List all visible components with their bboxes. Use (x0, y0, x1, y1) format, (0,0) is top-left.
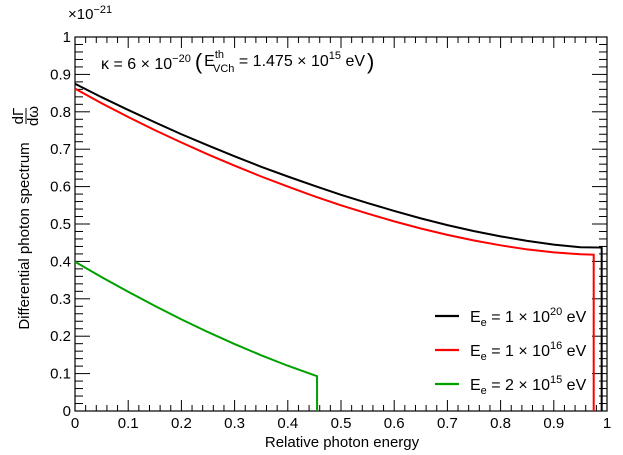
x-tick-label: 0.2 (171, 415, 192, 432)
y-exponent-base: ×10 (68, 6, 93, 23)
y-tick-label: 0.6 (50, 179, 71, 196)
series-line-2 (74, 87, 595, 411)
x-tick-label: 0.4 (277, 415, 298, 432)
y-axis-ticks: 0 0.1 0.2 0.3 0.4 0.5 0.6 0.7 0.8 0.9 1 (50, 29, 607, 420)
x-tick-label: 0.7 (437, 415, 458, 432)
x-tick-label: 0.5 (331, 415, 352, 432)
annot-unit: eV (341, 53, 365, 70)
annot-kappa: κ = 6 × 10 (101, 56, 172, 73)
annot-kappa-exp: −20 (172, 53, 191, 65)
annot-close: ) (367, 49, 374, 74)
y-axis-label-frac-num: dΓ (10, 108, 27, 125)
annotation-kappa: κ = 6 × 10−20 (Eth VCh = 1.475 × 1015 eV) (101, 49, 374, 75)
y-tick-label: 0 (63, 403, 71, 420)
x-tick-label: 0.3 (224, 415, 245, 432)
y-axis-label-frac-den: dω (25, 106, 42, 126)
annot-e: E (204, 53, 215, 70)
y-tick-label: 0.5 (50, 216, 71, 233)
legend-label-1: Ee = 1 × 1020 eV (470, 306, 587, 329)
y-axis-exponent: ×10−21 (68, 4, 112, 23)
y-axis-label-main: Differential photon spectrum (16, 142, 33, 329)
annot-eq: = 1.475 × 10 (234, 53, 328, 70)
series-lines (74, 82, 603, 411)
y-tick-label: 0.9 (50, 66, 71, 83)
y-axis-label: Differential photon spectrum dΓ dω (10, 106, 42, 330)
y-tick-label: 0.3 (50, 291, 71, 308)
series-line-3 (74, 260, 319, 411)
x-tick-label: 1 (603, 415, 611, 432)
x-axis-ticks: 0 0.1 0.2 0.3 0.4 0.5 0.6 0.7 0.8 0.9 1 (71, 37, 611, 432)
x-tick-label: 0.1 (118, 415, 139, 432)
y-tick-label: 0.4 (50, 253, 71, 270)
x-tick-label: 0.9 (543, 415, 564, 432)
x-tick-label: 0 (71, 415, 79, 432)
x-tick-label: 0.8 (490, 415, 511, 432)
y-tick-label: 0.8 (50, 104, 71, 121)
y-tick-label: 0.7 (50, 141, 71, 158)
annot-e-sup: th (215, 49, 224, 61)
annot-eq-exp: 15 (329, 50, 341, 62)
series-line-1 (74, 82, 603, 411)
legend-label-2: Ee = 1 × 1016 eV (470, 340, 587, 363)
y-tick-label: 0.2 (50, 328, 71, 345)
y-tick-label: 0.1 (50, 366, 71, 383)
legend: Ee = 1 × 1020 eV Ee = 1 × 1016 eV Ee = 2 ×… (435, 306, 587, 397)
legend-label-3: Ee = 2 × 1015 eV (470, 374, 587, 397)
x-tick-label: 0.6 (384, 415, 405, 432)
y-exponent-power: −21 (93, 4, 112, 16)
annot-e-sub: VCh (213, 63, 234, 75)
x-axis-label: Relative photon energy (265, 434, 420, 451)
annot-open: ( (195, 49, 203, 74)
y-tick-label: 1 (63, 29, 71, 46)
